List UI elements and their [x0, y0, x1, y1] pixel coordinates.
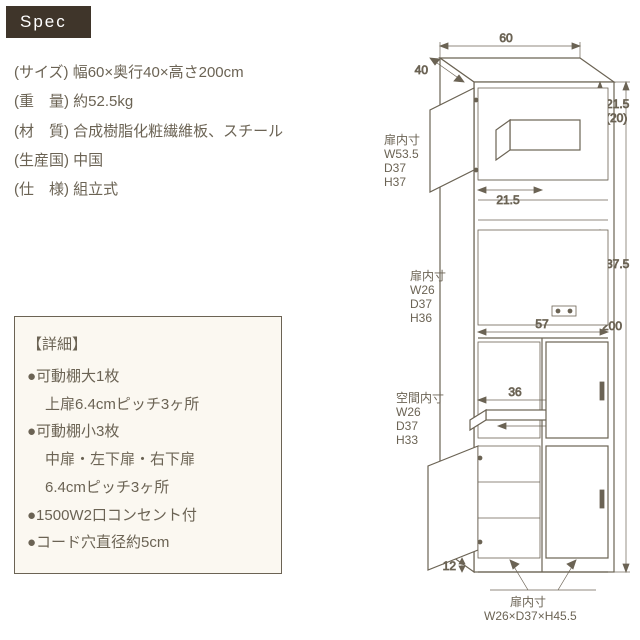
detail-sub: 上扉6.4cmピッチ3ヶ所: [27, 391, 269, 419]
callout-space-l3: H33: [396, 433, 418, 447]
spec-weight: (重 量) 約52.5kg: [14, 87, 283, 116]
callout-upper-l3: H37: [384, 175, 406, 189]
dim-depth: 40: [415, 63, 429, 77]
callout-mid-l2: D37: [410, 297, 432, 311]
details-box: 【詳細】 ●可動棚大1枚 上扉6.4cmピッチ3ヶ所 ●可動棚小3枚 中扉・左下…: [14, 316, 282, 574]
spec-label: (生産国): [14, 152, 69, 169]
dim-57: 57: [535, 317, 549, 331]
spec-value: 組立式: [73, 181, 118, 198]
dim-21-5: 21.5: [496, 193, 520, 207]
dim-upper-21-5: 21.5: [606, 97, 630, 111]
callout-mid-l1: W26: [410, 283, 435, 297]
detail-item: ●可動棚大1枚: [27, 363, 269, 391]
detail-sub: 中扉・左下扉・右下扉 6.4cmピッチ3ヶ所: [27, 446, 269, 502]
spec-label: (サイズ): [14, 64, 69, 81]
callout-space-l2: D37: [396, 419, 418, 433]
callout-space-l1: W26: [396, 405, 421, 419]
dim-12: 12: [443, 559, 457, 573]
spec-label: (材 質): [14, 123, 69, 140]
dim-top-width: 60: [499, 31, 513, 45]
spec-size: (サイズ) 幅60×奥行40×高さ200cm: [14, 58, 283, 87]
callout-bottom-title: 扉内寸: [510, 595, 546, 609]
spec-list: (サイズ) 幅60×奥行40×高さ200cm (重 量) 約52.5kg (材 …: [14, 58, 283, 204]
spec-material: (材 質) 合成樹脂化粧繊維板、スチール: [14, 117, 283, 146]
callout-bottom-value: W26×D37×H45.5: [484, 609, 577, 623]
spec-label: (仕 様): [14, 181, 69, 198]
callout-mid-l3: H36: [410, 311, 432, 325]
callout-upper-l2: D37: [384, 161, 406, 175]
callout-mid-title: 扉内寸: [410, 269, 446, 283]
tech-drawing: 60 40 200 21.5 (20) 37.5: [310, 30, 630, 630]
detail-item: ●1500W2口コンセント付: [27, 502, 269, 530]
spec-value: 合成樹脂化粧繊維板、スチール: [73, 123, 283, 140]
details-title: 【詳細】: [27, 331, 269, 359]
callout-upper-title: 扉内寸: [384, 133, 420, 147]
spec-value: 中国: [73, 152, 103, 169]
detail-item: ●可動棚小3枚: [27, 418, 269, 446]
callout-space-title: 空間内寸: [396, 391, 444, 405]
spec-assembly: (仕 様) 組立式: [14, 175, 283, 204]
spec-value: 幅60×奥行40×高さ200cm: [73, 64, 244, 81]
dim-upper-20: (20): [606, 111, 627, 125]
dim-36: 36: [508, 385, 522, 399]
spec-label: (重 量): [14, 93, 69, 110]
dim-37-5: 37.5: [606, 257, 630, 271]
spec-country: (生産国) 中国: [14, 146, 283, 175]
detail-item: ●コード穴直径約5cm: [27, 529, 269, 557]
callout-upper-l1: W53.5: [384, 147, 419, 161]
spec-header-tab: Spec: [6, 6, 91, 38]
spec-value: 約52.5kg: [73, 93, 133, 110]
